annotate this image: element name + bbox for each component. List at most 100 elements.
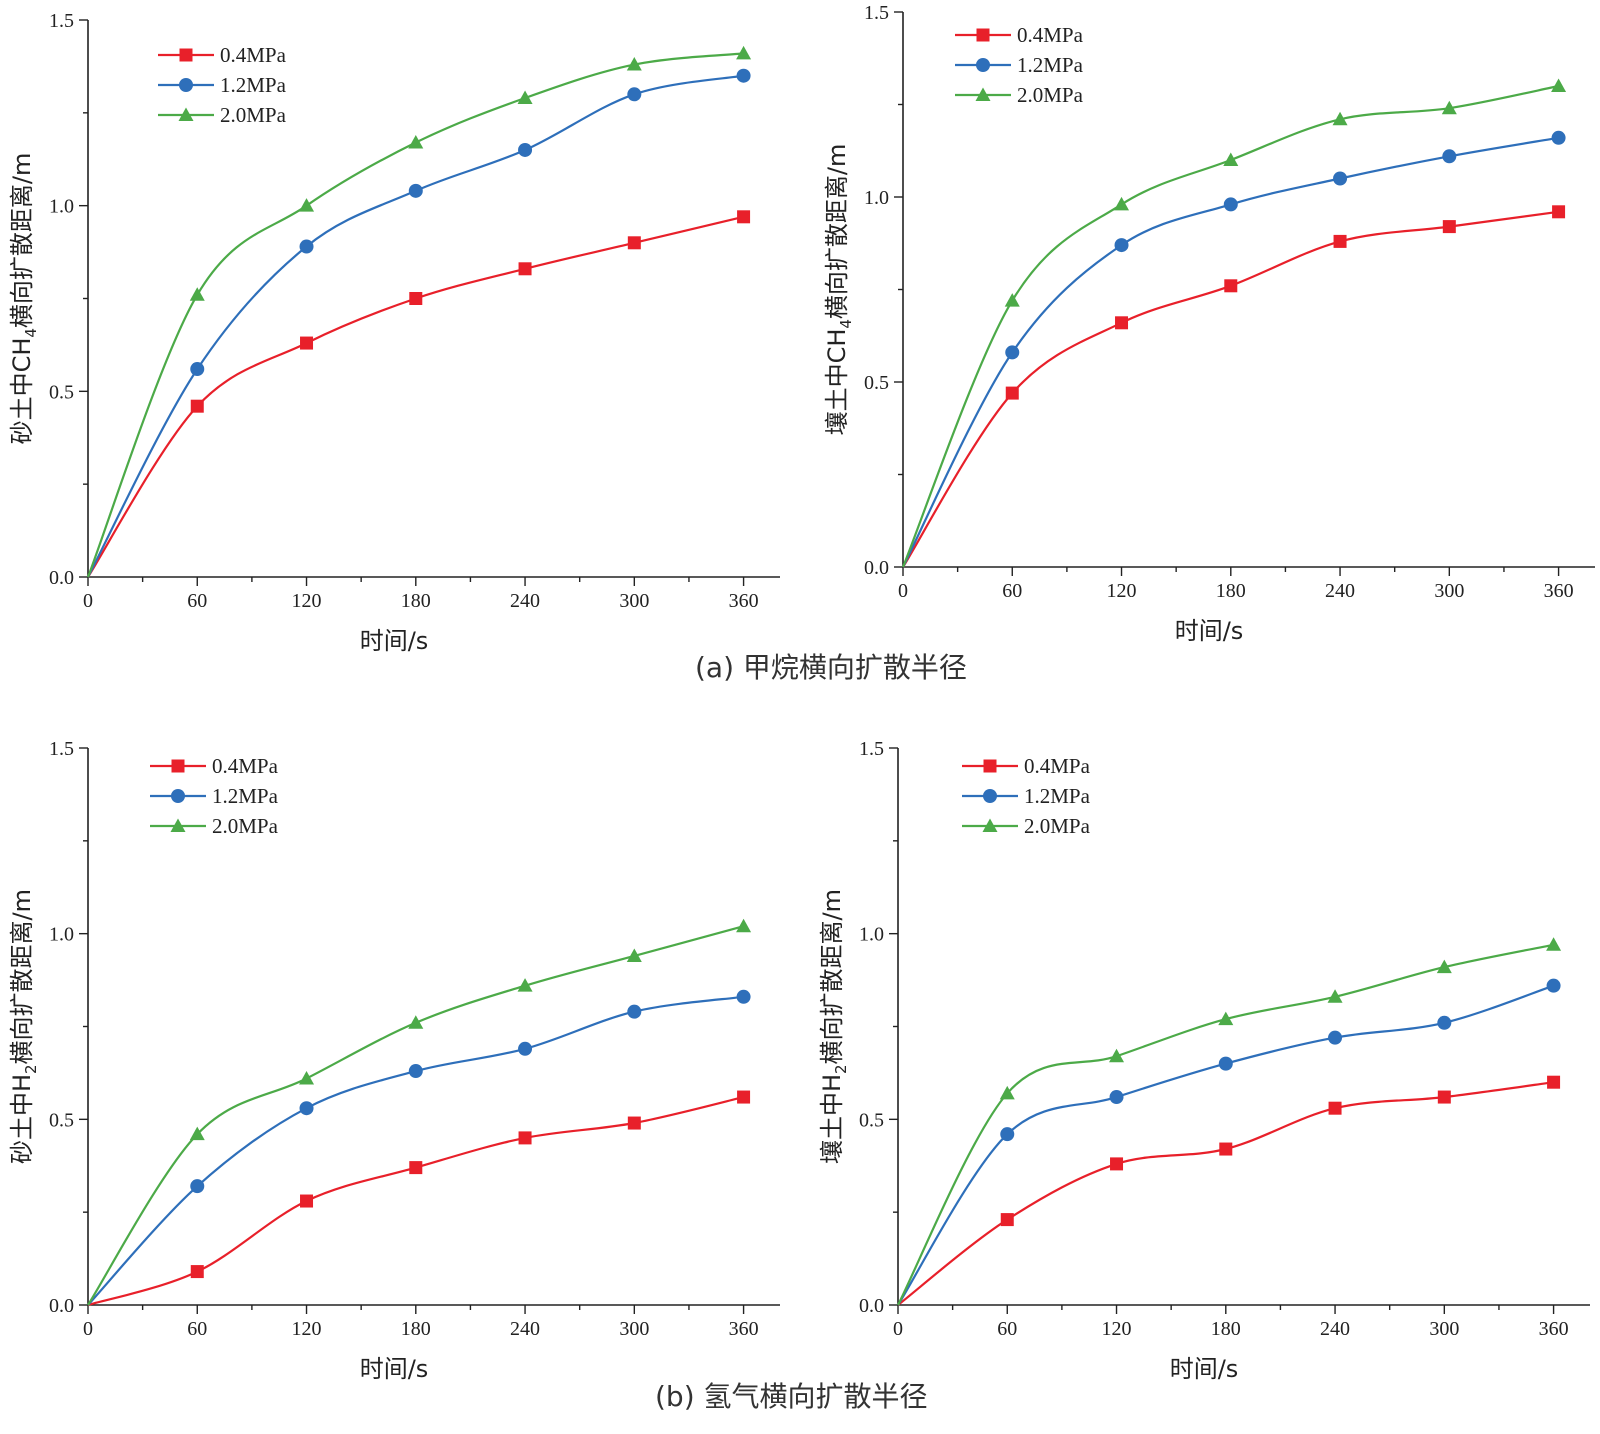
x-tick-label: 180 [401,590,431,612]
data-point [1437,1015,1452,1030]
data-point [1109,1048,1125,1063]
legend-label: 0.4MPa [212,754,279,778]
series-line [902,210,1559,568]
series-line [901,84,1559,568]
x-tick-label: 60 [997,1318,1017,1340]
y-axis-title-subscript: 4 [837,319,855,329]
data-point [1333,171,1348,186]
legend-item: 0.4MPa [962,754,1091,778]
data-point [1110,1157,1124,1171]
data-point [626,948,642,962]
data-point [300,1194,314,1208]
x-tick-label: 60 [187,1318,207,1340]
y-axis-title: 壤土中H2横向扩散距离/m [818,889,850,1164]
x-axis-title: 时间/s [1170,1355,1239,1383]
chart-loam-ch4: 0 60 120 180 240 300 360 0.0 0.5 1.0 1.5 时间/s 壤土中CH4… [823,2,1595,645]
y-axis-title-suffix: 横向扩散距离/m [823,144,851,319]
data-point [408,135,424,149]
legend-label: 1.2MPa [220,73,287,97]
data-point [518,262,532,276]
y-tick-label: 1.5 [49,738,74,760]
series-line [897,943,1554,1306]
y-axis-title-subscript: 2 [832,1064,850,1074]
data-point [627,236,641,250]
data-point [518,1041,533,1056]
data-point [1000,1213,1014,1227]
data-point [1218,1056,1233,1071]
data-point [1333,234,1347,248]
series-1.2MPa [87,68,751,578]
legend-item: 1.2MPa [158,73,287,97]
y-tick-label: 0.5 [49,1109,74,1131]
data-point [1441,100,1457,115]
series-1.2MPa [897,978,1561,1306]
data-point [1327,989,1343,1003]
caption-b: (b) 氢气横向扩散半径 [655,1380,928,1413]
y-tick-label: 0.5 [49,381,74,403]
x-tick-label: 120 [292,1318,322,1340]
data-point [1546,937,1562,951]
data-point [1115,316,1129,330]
series-1.2MPa [902,130,1566,568]
legend-label: 1.2MPa [212,784,279,808]
data-point [627,1004,642,1019]
data-point [299,198,315,212]
x-tick-label: 240 [1320,1318,1350,1340]
series-0.4MPa [87,210,751,578]
data-point [1114,196,1130,211]
legend-marker [983,789,997,803]
x-tick-label: 240 [510,590,540,612]
x-tick-label: 300 [1434,580,1464,602]
data-point [627,87,642,102]
data-point [1442,149,1457,164]
data-point [1437,1090,1451,1104]
data-point [736,68,751,83]
data-point [408,1064,423,1079]
legend-item: 1.2MPa [962,784,1091,808]
x-tick-label: 0 [83,1318,93,1340]
data-point [518,1131,532,1145]
legend-item: 2.0MPa [955,83,1084,107]
x-tick-label: 360 [729,590,759,612]
legend-label: 2.0MPa [1017,83,1084,107]
legend-marker [171,759,185,773]
data-point [1442,220,1456,234]
x-tick-label: 60 [1002,580,1022,602]
x-tick-label: 300 [1429,1318,1459,1340]
y-tick-label: 1.0 [864,187,889,209]
x-tick-label: 60 [187,590,207,612]
data-point [409,292,423,305]
legend-label: 2.0MPa [1024,814,1091,838]
data-point [299,239,314,254]
data-point [517,90,533,104]
legend-marker [170,818,186,832]
y-tick-label: 0.5 [859,1109,884,1131]
x-tick-label: 360 [1539,1318,1569,1340]
data-point [1332,111,1348,126]
series-2.0MPa [901,78,1567,568]
data-point [736,45,752,60]
series-2.0MPa [87,918,752,1306]
data-point [190,1179,205,1194]
series-line [87,1096,744,1307]
data-point [1109,1090,1124,1105]
x-tick-label: 300 [619,590,649,612]
data-point [409,1161,423,1175]
y-tick-label: 0.0 [864,557,889,579]
legend-item: 1.2MPa [955,53,1084,77]
y-axis-title-suffix: 横向扩散距离/m [8,153,36,328]
legend-label: 1.2MPa [1017,53,1084,77]
data-point [189,287,205,301]
charts-layer: 0 60 120 180 240 300 3600.00.51.01.5时间/s砂土中CH4… [8,2,1595,1383]
x-tick-label: 240 [1325,580,1355,602]
data-point [518,142,533,157]
data-point [1547,1075,1561,1089]
data-point [1436,959,1452,974]
data-point [999,1085,1015,1100]
data-point [300,336,314,350]
x-tick-label: 120 [1107,580,1137,602]
legend-item: 1.2MPa [150,784,279,808]
data-point [737,210,751,224]
data-point [1551,78,1567,92]
